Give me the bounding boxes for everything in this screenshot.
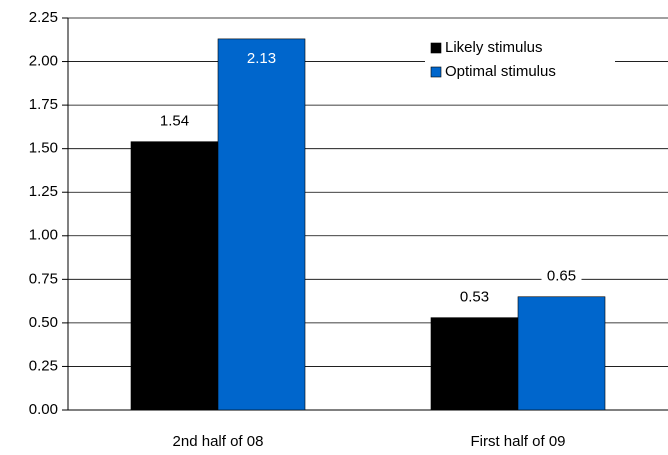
value-label-bg	[154, 110, 195, 131]
value-label: 0.53	[460, 289, 489, 306]
y-tick-label: 1.75	[29, 96, 58, 113]
bar	[217, 38, 306, 411]
value-label-bg	[541, 265, 582, 286]
y-tick-label: 1.50	[29, 140, 58, 157]
value-label: 0.65	[547, 268, 576, 285]
legend-label: Optimal stimulus	[445, 63, 556, 80]
legend-box	[425, 36, 615, 86]
y-tick-label: 2.25	[29, 9, 58, 26]
value-label-bg	[454, 286, 495, 307]
bar	[517, 296, 606, 411]
value-label: 1.54	[160, 113, 189, 130]
bar	[430, 317, 519, 411]
y-tick-label: 1.25	[29, 183, 58, 200]
value-label: 2.13	[247, 50, 276, 67]
legend-swatch	[430, 42, 442, 54]
y-tick-label: 1.00	[29, 227, 58, 244]
y-tick-label: 2.00	[29, 53, 58, 70]
y-tick-label: 0.75	[29, 270, 58, 287]
x-tick-label: First half of 09	[470, 433, 565, 450]
legend-label: Likely stimulus	[445, 39, 543, 56]
y-tick-label: 0.25	[29, 357, 58, 374]
y-tick-label: 0.50	[29, 314, 58, 331]
x-tick-label: 2nd half of 08	[173, 433, 264, 450]
legend-swatch	[430, 66, 442, 78]
y-tick-label: 0.00	[29, 401, 58, 418]
bar	[130, 141, 219, 411]
